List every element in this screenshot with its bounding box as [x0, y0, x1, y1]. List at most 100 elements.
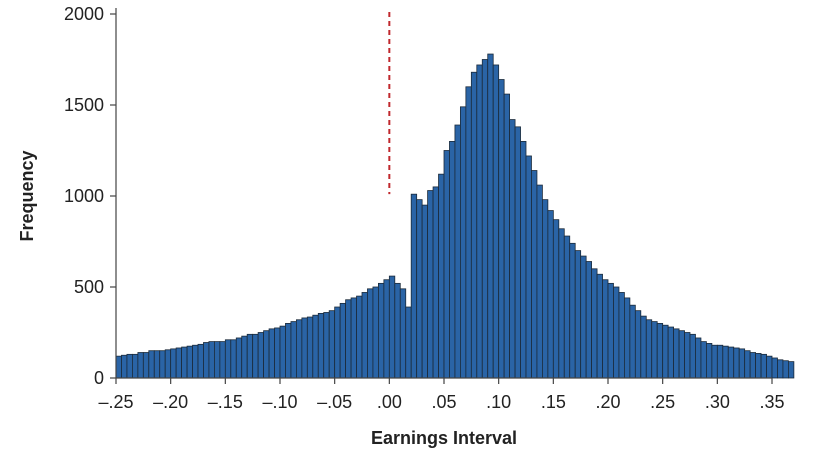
histogram-bar	[203, 342, 210, 379]
histogram-bar	[520, 140, 527, 379]
histogram-bar	[744, 350, 751, 379]
histogram-bar	[591, 268, 598, 379]
histogram-bar	[121, 354, 128, 379]
histogram-bar	[126, 353, 133, 379]
histogram-bars	[115, 53, 795, 379]
histogram-bar	[383, 279, 390, 379]
histogram-bar	[645, 319, 653, 379]
histogram-bar	[542, 199, 549, 379]
histogram-bar	[421, 204, 429, 379]
x-tick-label: .30	[705, 392, 730, 412]
histogram-bar	[159, 350, 166, 379]
histogram-bar	[301, 317, 308, 379]
histogram-bar	[427, 190, 434, 379]
histogram-bar	[306, 316, 314, 379]
histogram-bar	[290, 321, 297, 379]
histogram-bar	[148, 350, 155, 379]
histogram-bar	[410, 193, 418, 379]
histogram-bar	[624, 297, 631, 379]
x-tick-label: –.10	[262, 392, 297, 412]
histogram-bar	[481, 59, 489, 379]
histogram-bar	[416, 199, 423, 379]
histogram-bar	[492, 64, 500, 379]
histogram-bar	[432, 186, 439, 379]
histogram-bar	[192, 344, 199, 379]
y-tick-label: 500	[74, 277, 104, 297]
x-tick-label: .25	[650, 392, 675, 412]
histogram-bar	[197, 343, 204, 379]
histogram-bar	[137, 352, 144, 379]
histogram-bar	[498, 79, 505, 379]
histogram-bar	[334, 306, 341, 379]
histogram-bar	[459, 106, 467, 379]
x-axis-title: Earnings Interval	[371, 428, 517, 448]
histogram-bar	[164, 349, 172, 379]
histogram-bar	[733, 347, 740, 379]
histogram-bar	[246, 333, 254, 379]
histogram-bar	[153, 350, 161, 379]
histogram-bar	[213, 341, 221, 379]
histogram-bar	[356, 295, 363, 379]
histogram-bar	[208, 341, 215, 379]
histogram-bar	[230, 339, 237, 379]
histogram-bar	[607, 282, 614, 379]
x-tick-label: –.05	[317, 392, 352, 412]
histogram-bar	[651, 321, 658, 379]
histogram-bar	[689, 333, 696, 379]
histogram-bar	[131, 353, 139, 379]
histogram-bar	[771, 357, 778, 379]
histogram-bar	[667, 326, 675, 379]
histogram-bar	[465, 86, 472, 379]
histogram-bar	[618, 292, 625, 379]
histogram-bar	[142, 352, 150, 379]
histogram-bar	[716, 344, 724, 379]
histogram-bar	[656, 322, 664, 379]
histogram-bar	[328, 310, 336, 379]
histogram-bar	[684, 332, 691, 379]
histogram-bar	[788, 361, 795, 379]
histogram-bar	[613, 286, 620, 379]
histogram-bar	[760, 353, 767, 379]
histogram-bar	[509, 119, 516, 379]
histogram-bar	[640, 315, 647, 379]
histogram-bar	[224, 339, 232, 379]
histogram-bar	[394, 282, 401, 379]
histogram-bar	[602, 279, 609, 379]
histogram-bar	[268, 328, 275, 379]
histogram-bar	[454, 124, 461, 379]
histogram-bar	[558, 228, 565, 379]
histogram-bar	[662, 324, 669, 379]
y-axis-title: Frequency	[17, 150, 37, 241]
histogram-bar	[503, 93, 511, 379]
x-tick-label: –.20	[153, 392, 188, 412]
histogram-bar	[345, 299, 352, 379]
histogram-bar	[711, 344, 718, 379]
histogram-bar	[536, 184, 543, 379]
histogram-bar	[339, 302, 347, 379]
x-tick-label: .15	[541, 392, 566, 412]
histogram-bar	[252, 333, 259, 379]
histogram-bar	[629, 304, 636, 379]
histogram-bar	[317, 312, 325, 379]
histogram-bar	[552, 219, 560, 379]
y-axis-ticks: 0 500 1000 1500 2000	[64, 4, 116, 388]
x-tick-label: .35	[759, 392, 784, 412]
histogram-bar	[377, 282, 385, 379]
histogram-bar	[700, 341, 707, 379]
histogram-bar	[181, 346, 188, 379]
histogram-bar	[673, 328, 680, 379]
x-tick-label: –.15	[208, 392, 243, 412]
x-tick-label: .05	[431, 392, 456, 412]
x-axis-ticks: –.25 –.20 –.15 –.10 –.05 .00 .05 .10 .15 .20 .25 .3…	[98, 378, 785, 412]
histogram-bar	[361, 292, 368, 379]
y-tick-label: 2000	[64, 4, 104, 24]
histogram-bar	[722, 345, 729, 379]
histogram-bar	[295, 319, 303, 379]
histogram-bar	[487, 53, 494, 379]
histogram-bar	[531, 170, 538, 379]
histogram-bar	[569, 242, 576, 379]
x-tick-label: .20	[595, 392, 620, 412]
histogram-bar	[634, 310, 642, 379]
histogram-bar	[777, 359, 784, 379]
